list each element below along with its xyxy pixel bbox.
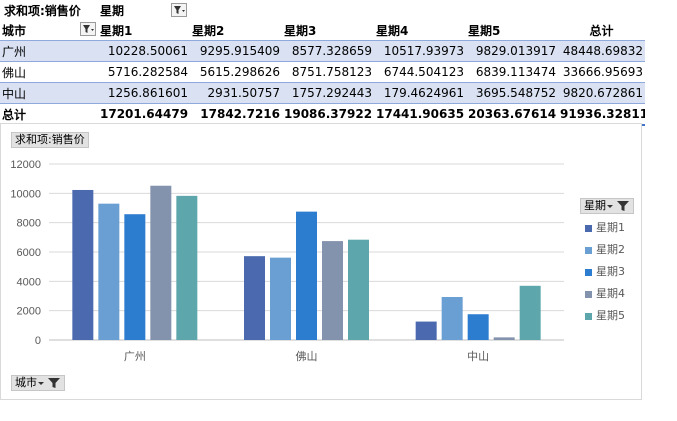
table-cell: 9820.672861 bbox=[558, 82, 645, 104]
column-filter-button[interactable] bbox=[171, 3, 187, 17]
pivot-header-row: 城市 星期1 星期2 星期3 星期4 星期5 总计 bbox=[0, 20, 645, 41]
bar bbox=[296, 211, 317, 340]
filter-icon bbox=[83, 25, 94, 33]
grand-total-header: 总计 bbox=[558, 20, 645, 41]
legend-swatch bbox=[585, 268, 592, 276]
table-cell: 17201.64479 bbox=[98, 103, 190, 126]
bar bbox=[519, 285, 541, 340]
bar bbox=[441, 297, 463, 340]
dropdown-filter-icon bbox=[38, 378, 60, 388]
bar bbox=[415, 321, 437, 340]
legend-label: 星期4 bbox=[596, 287, 625, 300]
column-header: 星期5 bbox=[466, 20, 558, 41]
dropdown-filter-icon bbox=[607, 201, 629, 211]
y-tick-label: 10000 bbox=[10, 188, 41, 200]
row-label: 佛山 bbox=[2, 65, 27, 80]
pivot-value-label: 求和项:销售价 bbox=[4, 4, 81, 18]
bar bbox=[124, 214, 146, 340]
filter-icon bbox=[174, 6, 185, 14]
table-cell: 48448.69832 bbox=[558, 40, 645, 62]
table-cell: 5615.298626 bbox=[199, 65, 280, 79]
legend-item: 星期5 bbox=[585, 307, 625, 323]
row-label: 总计 bbox=[0, 103, 98, 126]
table-cell: 1757.292443 bbox=[282, 82, 374, 104]
x-tick-label: 广州 bbox=[124, 350, 146, 363]
row-field-label: 城市 bbox=[2, 23, 27, 38]
column-header: 星期4 bbox=[374, 20, 466, 41]
bar bbox=[348, 239, 369, 340]
table-cell: 33666.95693 bbox=[562, 65, 643, 79]
table-cell: 6839.113474 bbox=[475, 65, 556, 79]
table-cell: 9829.013917 bbox=[466, 40, 558, 62]
table-row: 中山 1256.861601 2931.50757 1757.292443 17… bbox=[0, 82, 645, 104]
legend-swatch bbox=[585, 290, 592, 298]
row-label: 中山 bbox=[0, 82, 98, 104]
legend-item: 星期1 bbox=[585, 219, 625, 235]
table-cell: 20363.67614 bbox=[466, 103, 558, 126]
table-cell: 17441.90635 bbox=[374, 103, 466, 126]
row-filter-button[interactable] bbox=[80, 22, 96, 36]
bar bbox=[72, 189, 94, 340]
table-cell: 8751.758123 bbox=[291, 65, 372, 79]
column-header: 星期2 bbox=[190, 20, 282, 41]
y-tick-label: 6000 bbox=[17, 247, 41, 259]
table-cell: 5716.282584 bbox=[107, 65, 188, 79]
y-tick-label: 0 bbox=[35, 335, 41, 347]
table-cell: 91936.32811 bbox=[558, 103, 645, 126]
bar bbox=[322, 241, 343, 340]
table-row: 广州 10228.50061 9295.915409 8577.328659 1… bbox=[0, 40, 645, 62]
legend-label: 星期2 bbox=[596, 243, 625, 256]
legend-field-label: 星期 bbox=[584, 199, 606, 212]
column-header: 星期1 bbox=[98, 20, 190, 41]
y-tick-label: 12000 bbox=[10, 159, 41, 171]
table-cell: 8577.328659 bbox=[282, 40, 374, 62]
bar bbox=[150, 185, 172, 340]
legend-item: 星期4 bbox=[585, 285, 625, 301]
legend-swatch bbox=[585, 312, 592, 320]
chart-plot: 0 2000 4000 6000 8000 10000 12000 广州 佛山 中山 bbox=[10, 159, 564, 363]
column-header: 星期3 bbox=[282, 20, 374, 41]
pivot-table: 城市 星期1 星期2 星期3 星期4 星期5 总计 广州 10228.50061… bbox=[0, 20, 645, 126]
legend-item: 星期2 bbox=[585, 241, 625, 257]
legend-swatch bbox=[585, 246, 592, 254]
bar bbox=[270, 257, 291, 340]
table-cell: 17842.7216 bbox=[190, 103, 282, 126]
row-label: 广州 bbox=[0, 40, 98, 62]
x-tick-label: 中山 bbox=[467, 350, 489, 363]
legend-swatch bbox=[585, 224, 592, 232]
legend-label: 星期5 bbox=[596, 309, 625, 322]
bar bbox=[493, 337, 515, 340]
table-cell: 10228.50061 bbox=[98, 40, 190, 62]
value-field-button[interactable]: 求和项:销售价 bbox=[11, 132, 89, 148]
legend-field-button[interactable]: 星期 bbox=[580, 198, 634, 214]
legend-label: 星期3 bbox=[596, 265, 625, 278]
row-field-header: 城市 bbox=[0, 20, 98, 41]
y-tick-label: 8000 bbox=[17, 218, 41, 230]
bar bbox=[467, 314, 489, 340]
legend-label: 星期1 bbox=[596, 221, 625, 234]
bar bbox=[98, 203, 120, 340]
table-cell: 2931.50757 bbox=[190, 82, 282, 104]
table-cell: 3695.548752 bbox=[466, 82, 558, 104]
axis-field-button[interactable]: 城市 bbox=[11, 375, 65, 391]
bar bbox=[244, 256, 265, 340]
table-cell: 9295.915409 bbox=[190, 40, 282, 62]
table-row: 佛山 5716.282584 5615.298626 8751.758123 6… bbox=[0, 62, 645, 83]
grand-total-row: 总计 17201.64479 17842.7216 19086.37922 17… bbox=[0, 103, 645, 126]
x-tick-label: 佛山 bbox=[296, 350, 318, 363]
table-cell: 10517.93973 bbox=[374, 40, 466, 62]
y-tick-label: 4000 bbox=[17, 276, 41, 288]
table-cell: 179.4624961 bbox=[374, 82, 466, 104]
axis-field-label: 城市 bbox=[15, 376, 37, 389]
table-cell: 1256.861601 bbox=[98, 82, 190, 104]
bar bbox=[176, 195, 198, 340]
pivot-chart[interactable]: 求和项:销售价 0 2000 4000 6000 8000 10000 12000 广州 佛山 中… bbox=[0, 123, 642, 400]
table-cell: 19086.37922 bbox=[282, 103, 374, 126]
table-cell: 6744.504123 bbox=[383, 65, 464, 79]
legend-item: 星期3 bbox=[585, 263, 625, 279]
pivot-column-field: 星期 bbox=[100, 4, 125, 18]
y-tick-label: 2000 bbox=[17, 306, 41, 318]
